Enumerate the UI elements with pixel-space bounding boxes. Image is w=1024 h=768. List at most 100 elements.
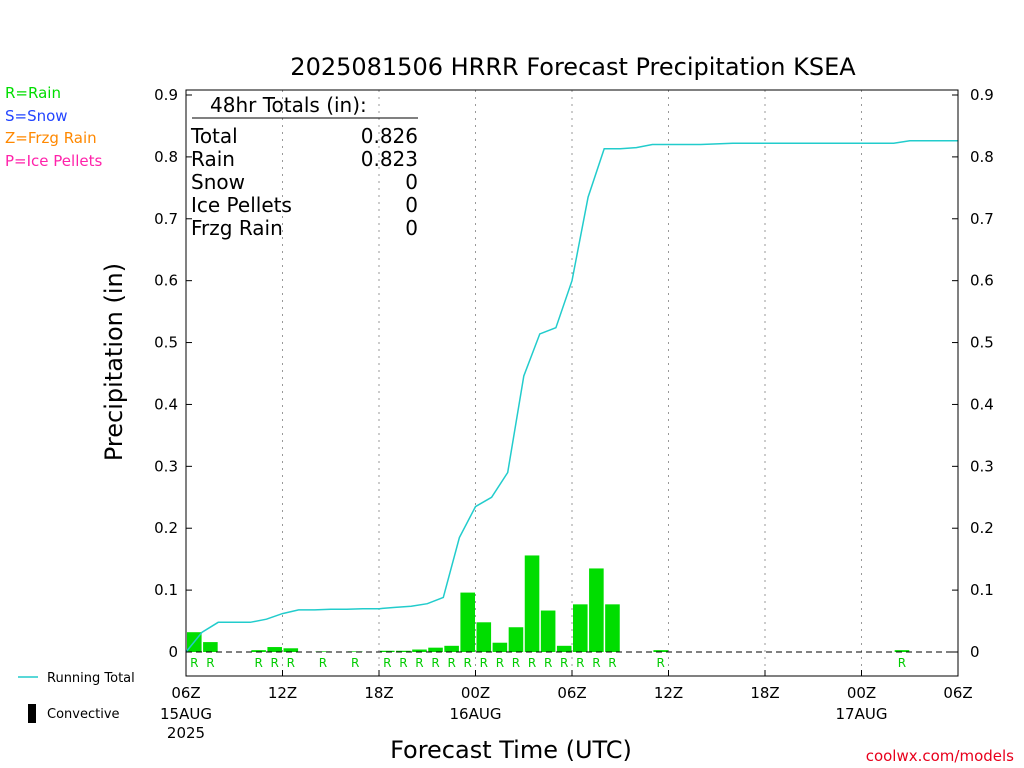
legend-snow: S=Snow <box>5 106 68 125</box>
x-tick-sublabel-0-0: 15AUG <box>160 705 212 723</box>
totals-box: 48hr Totals (in): Total 0.826 Rain 0.823… <box>190 93 418 240</box>
totals-value-frzg-rain: 0 <box>405 216 418 240</box>
y-tick-label-left-5: 0.5 <box>154 334 178 352</box>
type-marker-30: R <box>898 656 906 670</box>
chart-title: 2025081506 HRRR Forecast Precipitation K… <box>290 53 856 81</box>
x-tick-label-6: 18Z <box>750 684 779 702</box>
precip-bar-19 <box>492 642 508 652</box>
type-marker-25: R <box>592 656 600 670</box>
y-tick-label-left-6: 0.6 <box>154 272 178 290</box>
y-tick-label-right-5: 0.5 <box>970 334 994 352</box>
totals-label-snow: Snow <box>191 170 245 194</box>
y-tick-label-right-6: 0.6 <box>970 272 994 290</box>
y-tick-label-right-0: 0 <box>970 643 980 661</box>
precip-bar-22 <box>540 610 556 652</box>
legend-frzg-rain: Z=Frzg Rain <box>5 129 97 147</box>
precip-bar-15 <box>428 647 443 652</box>
precip-bar-30 <box>894 650 910 652</box>
legend-rain: R=Rain <box>5 84 61 102</box>
running-total-legend-label: Running Total <box>47 671 135 686</box>
y-tick-label-left-3: 0.3 <box>154 457 178 475</box>
y-tick-label-left-7: 0.7 <box>154 210 178 228</box>
type-marker-23: R <box>560 656 568 670</box>
type-marker-22: R <box>544 656 552 670</box>
x-axis-label: Forecast Time (UTC) <box>390 736 632 764</box>
type-marker-6: R <box>287 656 295 670</box>
y-tick-label-right-1: 0.1 <box>970 581 994 599</box>
x-tick-label-3: 00Z <box>461 684 490 702</box>
y-tick-label-right-9: 0.9 <box>970 86 994 104</box>
precip-bar-23 <box>556 645 572 652</box>
precip-bar-13 <box>396 650 411 652</box>
y-tick-label-left-4: 0.4 <box>154 395 178 413</box>
x-tick-sublabel-7-0: 17AUG <box>836 705 888 723</box>
legend-ice-pellets: P=Ice Pellets <box>5 151 103 170</box>
type-marker-29: R <box>657 656 665 670</box>
type-marker-26: R <box>608 656 616 670</box>
precip-bar-5 <box>267 647 282 652</box>
type-marker-8: R <box>319 656 327 670</box>
type-marker-1: R <box>206 656 214 670</box>
x-tick-label-8: 06Z <box>943 684 972 702</box>
x-tick-label-2: 18Z <box>364 684 393 702</box>
x-tick-label-4: 06Z <box>557 684 586 702</box>
credit-text: coolwx.com/models <box>866 747 1014 765</box>
x-tick-sublabel-0-1: 2025 <box>167 724 205 742</box>
y-tick-label-right-8: 0.8 <box>970 148 994 166</box>
totals-label-ice-pellets: Ice Pellets <box>191 193 292 217</box>
y-tick-label-left-2: 0.2 <box>154 519 178 537</box>
totals-header: 48hr Totals (in): <box>210 93 367 117</box>
totals-value-total: 0.826 <box>361 124 418 148</box>
y-tick-label-right-3: 0.3 <box>970 457 994 475</box>
type-marker-16: R <box>447 656 455 670</box>
y-tick-label-right-2: 0.2 <box>970 519 994 537</box>
y-tick-label-left-1: 0.1 <box>154 581 178 599</box>
precip-bar-17 <box>460 592 475 652</box>
totals-value-ice-pellets: 0 <box>405 193 418 217</box>
y-tick-label-left-8: 0.8 <box>154 148 178 166</box>
convective-legend-label: Convective <box>47 707 120 722</box>
type-marker-10: R <box>351 656 359 670</box>
precip-bar-26 <box>605 604 620 652</box>
precip-bar-16 <box>444 645 459 652</box>
precip-bar-14 <box>412 649 427 652</box>
bars-group <box>187 555 910 652</box>
precip-type-legend: R=Rain S=Snow Z=Frzg Rain P=Ice Pellets <box>5 82 102 172</box>
type-marker-12: R <box>383 656 391 670</box>
type-marker-14: R <box>415 656 423 670</box>
type-marker-18: R <box>480 656 488 670</box>
x-tick-label-0: 06Z <box>171 684 200 702</box>
type-marker-5: R <box>271 656 279 670</box>
type-marker-0: R <box>190 656 198 670</box>
precip-bar-21 <box>524 555 540 652</box>
type-marker-17: R <box>464 656 472 670</box>
type-marker-4: R <box>254 656 262 670</box>
precip-bar-4 <box>251 650 266 652</box>
x-tick-label-1: 12Z <box>268 684 297 702</box>
precip-bar-25 <box>589 568 604 652</box>
totals-label-frzg-rain: Frzg Rain <box>191 216 283 240</box>
convective-swatch <box>28 704 36 723</box>
y-axis-label: Precipitation (in) <box>100 263 128 461</box>
precip-bar-10 <box>347 651 363 652</box>
x-tick-label-7: 00Z <box>847 684 876 702</box>
type-marker-20: R <box>512 656 520 670</box>
precip-bar-20 <box>508 627 524 652</box>
x-tick-sublabel-3-0: 16AUG <box>450 705 502 723</box>
totals-label-rain: Rain <box>191 147 235 171</box>
precip-bar-1 <box>203 642 218 652</box>
precip-bar-12 <box>380 650 395 652</box>
totals-value-snow: 0 <box>405 170 418 194</box>
grid <box>282 90 862 676</box>
x-tick-label-5: 12Z <box>654 684 683 702</box>
type-marker-24: R <box>576 656 584 670</box>
y-tick-label-right-7: 0.7 <box>970 210 994 228</box>
totals-label-total: Total <box>190 124 238 148</box>
precip-bar-6 <box>283 648 299 652</box>
y-tick-label-left-0: 0 <box>168 643 178 661</box>
precip-bar-29 <box>653 650 668 652</box>
precip-bar-24 <box>573 604 588 652</box>
y-axis: 0 00.1 0.10.2 0.20.3 0.30.4 0.40.5 0.50.6 0.60.… <box>154 86 994 661</box>
